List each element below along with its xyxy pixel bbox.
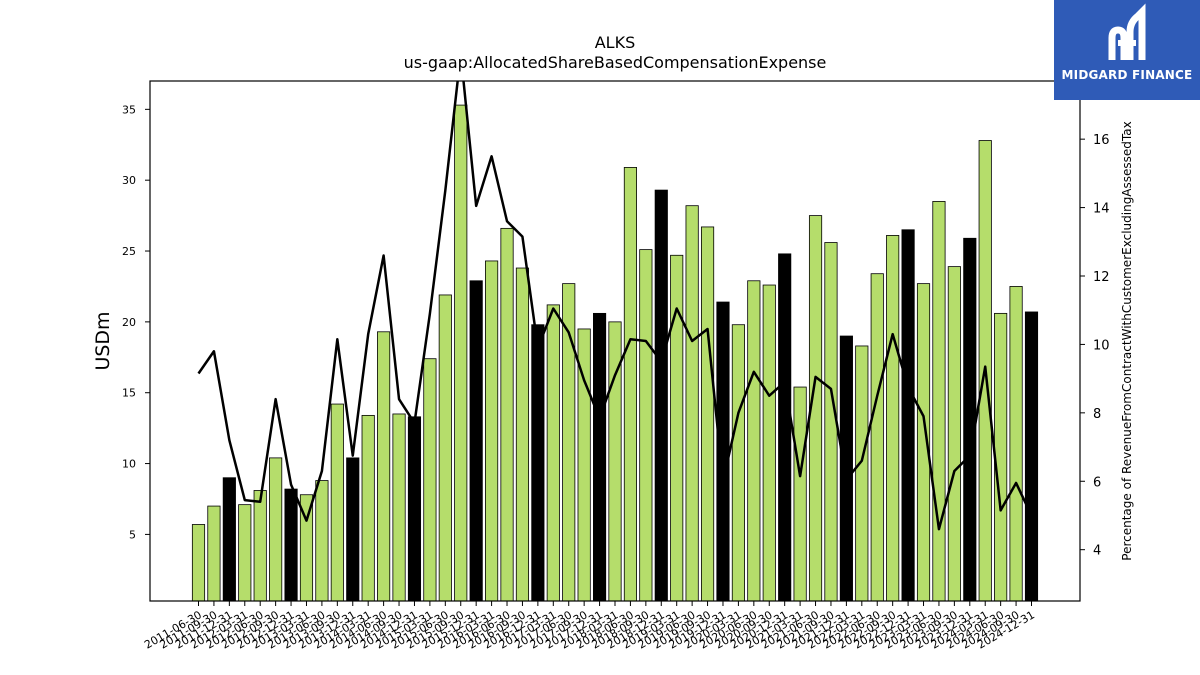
- brand-logo: MIDGARD FINANCE: [1054, 0, 1200, 100]
- ratio-line: [197, 81, 1033, 531]
- bar-2018-06-30: [623, 167, 638, 602]
- bar-2022-03-31: [855, 345, 869, 602]
- y-tick-label: 5: [129, 528, 136, 541]
- bar-2013-06-30: [315, 480, 329, 602]
- y-tick-label: 20: [122, 316, 136, 329]
- bar-2020-12-31: [778, 253, 792, 602]
- bar-2014-06-30: [377, 331, 391, 602]
- bar-2019-09-30: [700, 226, 715, 602]
- bar-2017-03-31: [546, 304, 560, 602]
- bar-2014-03-31: [361, 414, 375, 602]
- bar-2024-12-31: [1024, 311, 1039, 602]
- bar-2020-09-30: [762, 284, 776, 602]
- bar-2019-06-30: [685, 205, 699, 602]
- y2-axis-label: Percentage of RevenueFromContractWithCus…: [1120, 121, 1134, 560]
- bar-2012-12-31: [284, 488, 298, 602]
- bar-2023-09-30: [947, 266, 961, 602]
- bar-2012-06-30: [253, 490, 267, 602]
- bar-2018-09-30: [639, 249, 653, 602]
- bar-2012-09-30: [269, 457, 283, 602]
- bar-2015-09-30: [454, 104, 468, 602]
- bar-2012-03-31: [238, 504, 252, 602]
- y2-tick-label: 6: [1093, 475, 1101, 490]
- bar-2013-12-31: [346, 457, 360, 602]
- bar-2020-06-30: [747, 280, 761, 602]
- bar-2020-03-31: [731, 324, 745, 602]
- y-tick-label: 10: [122, 458, 136, 471]
- y-tick-label: 25: [122, 245, 136, 258]
- chart-title: ALKS: [594, 33, 636, 52]
- brand-name: MIDGARD FINANCE: [1061, 68, 1193, 82]
- bar-2023-06-30: [932, 201, 946, 602]
- y2-tick-label: 4: [1093, 544, 1101, 559]
- brand-mark-icon: [1108, 3, 1146, 60]
- bar-2015-03-31: [423, 358, 437, 602]
- bar-2017-12-31: [593, 312, 607, 602]
- bar-2018-12-31: [654, 189, 668, 602]
- bar-2015-06-30: [438, 294, 452, 602]
- bar-2013-09-30: [330, 403, 344, 602]
- bar-2023-12-31: [963, 237, 977, 602]
- bar-2022-12-31: [901, 229, 915, 602]
- bar-2024-09-30: [1009, 286, 1023, 602]
- bar-2016-09-30: [515, 267, 530, 602]
- bar-2016-12-31: [531, 324, 545, 602]
- bar-2011-09-30: [207, 505, 221, 602]
- bar-2016-03-31: [485, 260, 499, 602]
- bar-2014-12-31: [407, 416, 422, 602]
- bar-2016-06-30: [500, 227, 514, 602]
- y-tick-label: 15: [122, 387, 136, 400]
- bar-2021-12-31: [839, 335, 853, 602]
- bar-2015-12-31: [469, 280, 483, 602]
- y2-tick-label: 12: [1093, 270, 1110, 285]
- bar-2024-06-30: [994, 312, 1008, 602]
- bar-2011-12-31: [222, 477, 236, 602]
- y2-tick-label: 16: [1093, 133, 1110, 148]
- y2-tick-label: 8: [1093, 407, 1101, 422]
- y2-tick-label: 14: [1093, 202, 1110, 217]
- y2-tick-label: 10: [1093, 338, 1110, 353]
- y-tick-label: 30: [122, 174, 136, 187]
- y-axis-label: USDm: [92, 311, 114, 370]
- bar-2022-06-30: [870, 273, 884, 602]
- bar-2022-09-30: [886, 235, 900, 602]
- bar-2014-09-30: [392, 413, 406, 602]
- bar-2019-03-31: [670, 254, 684, 602]
- y-tick-label: 35: [122, 103, 136, 116]
- bar-2011-06-30: [191, 524, 206, 602]
- bar-2019-12-31: [716, 301, 730, 602]
- bar-2021-09-30: [824, 242, 838, 602]
- bar-2021-03-31: [793, 386, 807, 602]
- chart-subtitle: us-gaap:AllocatedShareBasedCompensationE…: [403, 53, 827, 72]
